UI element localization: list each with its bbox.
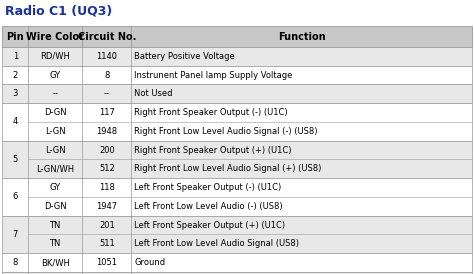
Text: 117: 117 bbox=[99, 108, 115, 117]
Bar bbox=[2, 178, 472, 216]
Text: Ground: Ground bbox=[134, 258, 165, 267]
Text: 1140: 1140 bbox=[96, 52, 117, 61]
Text: Pin: Pin bbox=[7, 32, 24, 42]
Text: 201: 201 bbox=[99, 221, 115, 230]
Text: Instrunent Panel lamp Supply Voltage: Instrunent Panel lamp Supply Voltage bbox=[134, 71, 292, 80]
Text: Left Front Speaker Output (-) (U1C): Left Front Speaker Output (-) (U1C) bbox=[134, 183, 282, 192]
Text: 1051: 1051 bbox=[96, 258, 117, 267]
Text: D-GN: D-GN bbox=[44, 108, 66, 117]
Text: 2: 2 bbox=[13, 71, 18, 80]
Text: 1948: 1948 bbox=[96, 127, 118, 136]
Text: 6: 6 bbox=[13, 193, 18, 201]
Text: 118: 118 bbox=[99, 183, 115, 192]
Text: --: -- bbox=[52, 89, 58, 98]
Bar bbox=[2, 272, 472, 274]
Bar bbox=[2, 26, 472, 47]
Text: 1947: 1947 bbox=[96, 202, 118, 211]
Text: 5: 5 bbox=[13, 155, 18, 164]
Text: L-GN: L-GN bbox=[45, 127, 65, 136]
Text: 200: 200 bbox=[99, 145, 115, 155]
Bar bbox=[2, 216, 472, 253]
Text: Not Used: Not Used bbox=[134, 89, 173, 98]
Text: Right Front Speaker Output (+) (U1C): Right Front Speaker Output (+) (U1C) bbox=[134, 145, 292, 155]
Text: 511: 511 bbox=[99, 239, 115, 248]
Text: BK/WH: BK/WH bbox=[41, 258, 70, 267]
Text: Right Front Low Level Audio Signal (+) (US8): Right Front Low Level Audio Signal (+) (… bbox=[134, 164, 322, 173]
Text: Left Front Speaker Output (+) (U1C): Left Front Speaker Output (+) (U1C) bbox=[134, 221, 285, 230]
Text: Radio C1 (UQ3): Radio C1 (UQ3) bbox=[5, 4, 112, 17]
Text: 8: 8 bbox=[13, 258, 18, 267]
Bar bbox=[2, 66, 472, 84]
Text: RD/WH: RD/WH bbox=[40, 52, 70, 61]
Text: 7: 7 bbox=[13, 230, 18, 239]
Bar bbox=[2, 253, 472, 272]
Text: 512: 512 bbox=[99, 164, 115, 173]
Text: L-GN/WH: L-GN/WH bbox=[36, 164, 74, 173]
Text: Wire Color: Wire Color bbox=[26, 32, 84, 42]
Text: TN: TN bbox=[49, 239, 61, 248]
Bar bbox=[2, 84, 472, 103]
Text: --: -- bbox=[104, 89, 110, 98]
Text: Left Front Low Level Audio Signal (US8): Left Front Low Level Audio Signal (US8) bbox=[134, 239, 299, 248]
Text: Right Front Low Level Audio Signal (-) (US8): Right Front Low Level Audio Signal (-) (… bbox=[134, 127, 318, 136]
Text: Battery Positive Voltage: Battery Positive Voltage bbox=[134, 52, 235, 61]
Bar bbox=[2, 103, 472, 141]
Text: Function: Function bbox=[278, 32, 325, 42]
Text: 3: 3 bbox=[13, 89, 18, 98]
Text: TN: TN bbox=[49, 221, 61, 230]
Text: GY: GY bbox=[50, 183, 61, 192]
Text: 1: 1 bbox=[13, 52, 18, 61]
Bar bbox=[2, 141, 472, 178]
Text: D-GN: D-GN bbox=[44, 202, 66, 211]
Text: 8: 8 bbox=[104, 71, 109, 80]
Text: GY: GY bbox=[50, 71, 61, 80]
Text: Right Front Speaker Output (-) (U1C): Right Front Speaker Output (-) (U1C) bbox=[134, 108, 288, 117]
Text: Left Front Low Level Audio (-) (US8): Left Front Low Level Audio (-) (US8) bbox=[134, 202, 283, 211]
Text: L-GN: L-GN bbox=[45, 145, 65, 155]
Text: 4: 4 bbox=[13, 118, 18, 127]
Text: Circuit No.: Circuit No. bbox=[78, 32, 136, 42]
Bar bbox=[2, 47, 472, 66]
